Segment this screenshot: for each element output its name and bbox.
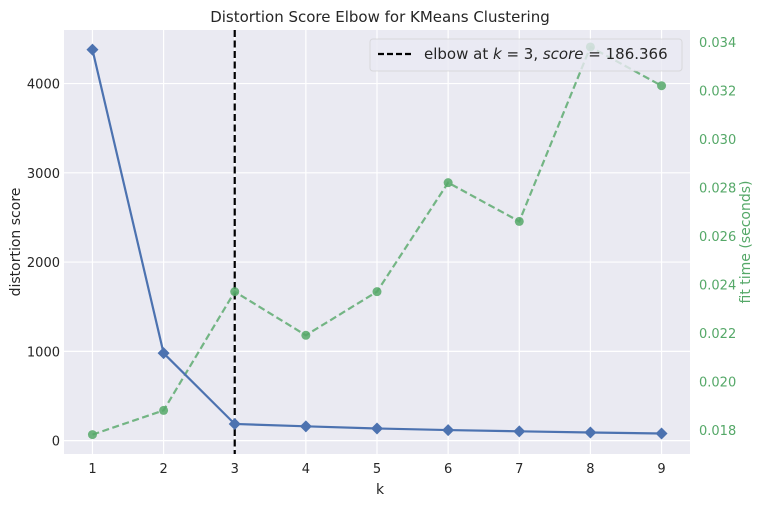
y2-tick-label: 0.032: [699, 85, 736, 100]
legend: elbow at k = 3, score = 186.366: [369, 38, 683, 72]
x-tick-label: 1: [88, 462, 96, 477]
y2-tick-label: 0.034: [699, 36, 736, 51]
distortion-point: [371, 422, 383, 435]
distortion-series: [86, 43, 668, 440]
distortion-point: [157, 347, 170, 360]
legend-k-symbol: k: [493, 45, 503, 63]
fit-time-point: [443, 178, 453, 188]
x-tick-label: 9: [657, 462, 665, 477]
fit-time-point: [230, 287, 240, 297]
y2-tick-label: 0.018: [699, 424, 736, 439]
x-tick-labels: 1 2 3 4 5 6 7 8 9: [88, 462, 665, 477]
y-tick-label: 3000: [27, 167, 60, 182]
fit-time-point: [657, 81, 667, 91]
legend-box: [369, 38, 683, 72]
y2-tick-label: 0.020: [699, 375, 736, 390]
y-tick-label: 0: [52, 435, 60, 450]
distortion-point: [299, 420, 312, 433]
x-tick-label: 8: [586, 462, 594, 477]
chart-title: Distortion Score Elbow for KMeans Cluste…: [210, 8, 550, 26]
legend-score-value: = 186.366: [584, 45, 668, 63]
y2-axis-label: fit time (seconds): [738, 181, 754, 304]
fit-time-point: [301, 330, 311, 340]
distortion-point: [442, 424, 455, 437]
distortion-point: [86, 43, 99, 56]
x-tick-label: 2: [159, 462, 167, 477]
fit-time-point: [87, 430, 97, 440]
y2-tick-labels: 0.018 0.020 0.022 0.024 0.026 0.028 0.030 0.032…: [699, 36, 736, 439]
y2-tick-label: 0.030: [699, 133, 736, 148]
x-tick-label: 6: [444, 462, 452, 477]
y2-tick-label: 0.022: [699, 327, 736, 342]
x-axis-label: k: [376, 482, 385, 498]
legend-score-symbol: score: [543, 45, 584, 63]
y-axis-label: distortion score: [8, 188, 24, 297]
fit-time-point: [159, 405, 169, 415]
y2-tick-label: 0.026: [699, 230, 736, 245]
distortion-point: [655, 427, 668, 440]
fit-time-point: [514, 216, 524, 226]
x-tick-label: 7: [515, 462, 523, 477]
legend-prefix: elbow at: [424, 45, 493, 63]
y-tick-labels: 0 1000 2000 3000 4000: [27, 78, 60, 450]
y2-tick-label: 0.024: [699, 278, 736, 293]
legend-k-value: = 3,: [502, 45, 543, 63]
y-tick-label: 4000: [27, 78, 60, 93]
x-tick-label: 5: [373, 462, 381, 477]
distortion-point: [513, 425, 526, 438]
distortion-point: [228, 417, 241, 430]
legend-elbow-label: elbow at k = 3, score = 186.366: [424, 45, 668, 63]
fit-time-point: [372, 287, 382, 297]
x-tick-label: 3: [231, 462, 239, 477]
y-tick-label: 2000: [27, 256, 60, 271]
distortion-point: [584, 426, 597, 439]
x-tick-label: 4: [302, 462, 310, 477]
y2-tick-label: 0.028: [699, 181, 736, 196]
y-tick-label: 1000: [27, 345, 60, 360]
